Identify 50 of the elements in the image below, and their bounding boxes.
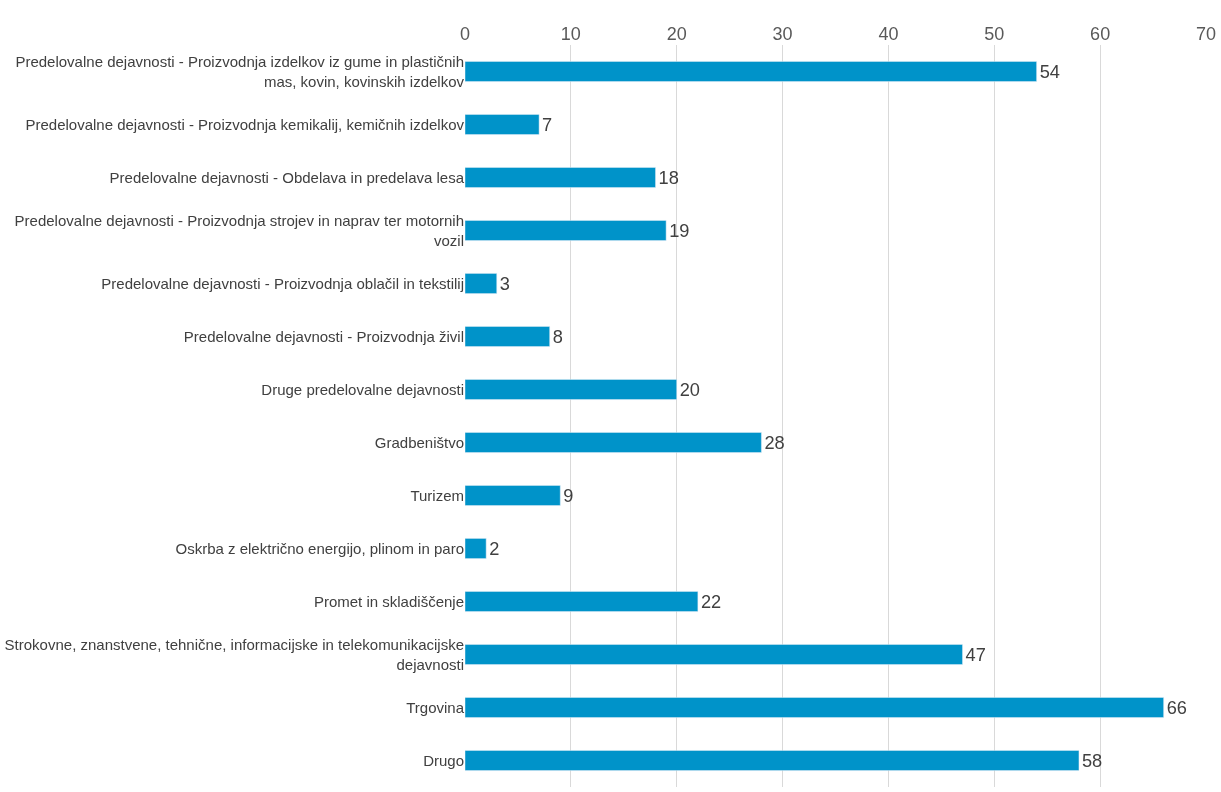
y-tick-label: Predelovalne dejavnosti - Proizvodnja izdelkov iz gume in plastičnih mas, kovin, kovinskih izdelkov xyxy=(15,53,465,90)
bar xyxy=(465,485,561,506)
bar xyxy=(465,326,550,347)
y-tick-label: Druge predelovalne dejavnosti xyxy=(261,380,464,398)
x-tick-label: 10 xyxy=(560,24,581,45)
bar xyxy=(465,591,699,612)
bar xyxy=(465,432,762,453)
y-tick-label: Trgovina xyxy=(406,698,465,716)
data-label: 3 xyxy=(499,273,510,294)
y-tick-label: Strokovne, znanstvene, tehnične, informacijske in telekomunikacijske dejavnosti xyxy=(4,636,464,673)
data-label: 18 xyxy=(658,167,679,188)
x-tick-label: 40 xyxy=(878,24,899,45)
x-tick-label: 0 xyxy=(459,24,471,45)
y-tick-label: Predelovalne dejavnosti - Proizvodnja oblačil in tekstilij xyxy=(101,274,464,292)
x-tick-label: 20 xyxy=(666,24,687,45)
x-tick-label: 60 xyxy=(1090,24,1111,45)
bar xyxy=(465,644,963,665)
y-tick-label: Oskrba z električno energijo, plinom in paro xyxy=(175,539,464,557)
data-label: 19 xyxy=(669,220,690,241)
data-label: 22 xyxy=(700,591,722,612)
data-label: 47 xyxy=(965,644,986,665)
data-label: 2 xyxy=(489,538,500,559)
x-tick-label: 30 xyxy=(772,24,793,45)
y-tick-label: Gradbeništvo xyxy=(374,433,464,451)
data-label: 8 xyxy=(552,326,563,347)
y-tick-label: Predelovalne dejavnosti - Proizvodnja kemikalij, kemičnih izdelkov xyxy=(25,115,465,133)
data-label: 28 xyxy=(764,432,785,453)
data-label: 58 xyxy=(1081,750,1103,771)
bar xyxy=(465,379,677,400)
y-tick-label: Predelovalne dejavnosti - Proizvodnja strojev in naprav ter motornih vozil xyxy=(14,212,464,249)
y-tick-label: Drugo xyxy=(423,751,464,769)
bar xyxy=(465,114,540,135)
bar xyxy=(465,220,667,241)
data-label: 7 xyxy=(542,114,553,135)
bar xyxy=(465,750,1080,771)
data-label: 20 xyxy=(679,379,700,400)
data-label: 66 xyxy=(1166,697,1187,718)
y-tick-label: Predelovalne dejavnosti - Obdelava in predelava lesa xyxy=(109,168,465,186)
bar xyxy=(465,167,656,188)
bar xyxy=(465,273,498,294)
y-tick-label: Predelovalne dejavnosti - Proizvodnja živil xyxy=(183,327,464,345)
y-tick-label: Promet in skladiščenje xyxy=(313,592,464,610)
bar xyxy=(465,61,1037,82)
x-tick-label: 50 xyxy=(984,24,1005,45)
bar xyxy=(465,697,1164,718)
x-tick-label: 70 xyxy=(1195,24,1217,45)
y-tick-label: Turizem xyxy=(410,486,464,504)
data-label: 9 xyxy=(563,485,574,506)
bar xyxy=(465,538,487,559)
data-label: 54 xyxy=(1039,61,1060,82)
